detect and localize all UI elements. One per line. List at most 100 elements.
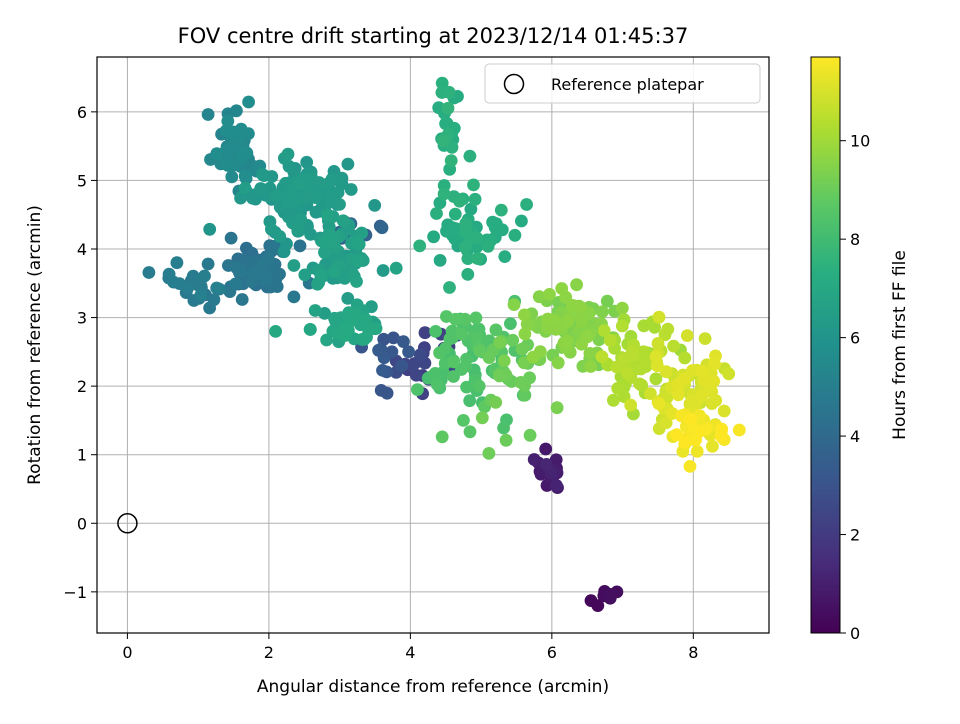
- scatter-point: [368, 199, 382, 212]
- reference-platepar-marker: [117, 513, 138, 534]
- scatter-point: [455, 327, 468, 341]
- scatter-point: [203, 222, 217, 236]
- legend-marker: [503, 73, 525, 95]
- scatter-point: [457, 414, 470, 427]
- scatter-point: [549, 453, 563, 467]
- scatter-point: [198, 269, 211, 283]
- scatter-point: [722, 367, 736, 381]
- scatter-point: [540, 458, 553, 471]
- scatter-point: [539, 442, 553, 456]
- scatter-point: [238, 181, 252, 195]
- colorbar-tick-label: 4: [850, 427, 860, 446]
- y-tick-label: 5: [77, 171, 87, 190]
- scatter-point: [706, 439, 719, 453]
- scatter-point: [389, 261, 403, 275]
- scatter-point: [277, 245, 291, 259]
- colorbar-tick-label: 10: [850, 132, 870, 151]
- scatter-point: [475, 411, 489, 425]
- scatter-point: [308, 304, 322, 317]
- scatter-point: [242, 127, 255, 141]
- scatter-point: [442, 85, 456, 99]
- y-tick-label: 2: [77, 377, 87, 396]
- plot-frame: [96, 56, 770, 634]
- scatter-point: [698, 332, 712, 345]
- scatter-point: [551, 356, 565, 370]
- scatter-point: [201, 108, 215, 121]
- scatter-point: [336, 214, 350, 228]
- y-tick-label: −1: [63, 583, 87, 602]
- scatter-point: [254, 182, 268, 195]
- scatter-point: [315, 268, 328, 282]
- scatter-point: [377, 351, 391, 365]
- scatter-point: [506, 333, 520, 347]
- scatter-point: [649, 350, 663, 363]
- scatter-point: [441, 101, 455, 115]
- scatter-point: [287, 259, 301, 272]
- y-tick-label: 0: [77, 514, 87, 533]
- scatter-point: [514, 376, 528, 389]
- y-tick-label: 3: [77, 309, 87, 328]
- scatter-point: [428, 367, 442, 380]
- scatter-point: [494, 203, 508, 217]
- scatter-point: [459, 240, 472, 254]
- scatter-point: [493, 369, 506, 383]
- scatter-point: [621, 366, 634, 380]
- scatter-point: [527, 453, 541, 466]
- scatter-point: [695, 389, 709, 403]
- scatter-point: [678, 351, 692, 365]
- colorbar-tick-label: 2: [850, 526, 860, 545]
- scatter-point: [142, 266, 156, 279]
- scatter-point: [604, 588, 617, 601]
- x-tick-label: 8: [688, 643, 698, 662]
- scatter-point: [449, 222, 463, 236]
- scatter-point: [504, 317, 517, 330]
- scatter-point: [329, 314, 342, 328]
- scatter-point: [418, 326, 432, 340]
- scatter-point: [489, 396, 503, 409]
- scatter-point: [413, 348, 427, 362]
- scatter-point: [468, 192, 482, 206]
- scatter-point: [507, 298, 521, 311]
- scatter-point: [443, 281, 456, 294]
- scatter-point: [293, 239, 307, 253]
- scatter-point: [690, 445, 704, 458]
- scatter-point: [210, 147, 224, 161]
- scatter-point: [658, 328, 672, 342]
- scatter-point: [499, 433, 513, 447]
- scatter-point: [234, 191, 248, 205]
- scatter-point: [219, 124, 233, 138]
- scatter-point: [714, 429, 728, 443]
- scatter-point: [312, 176, 326, 189]
- scatter-point: [221, 159, 235, 172]
- scatter-point: [406, 359, 419, 372]
- scatter-point: [327, 265, 341, 279]
- scatter-point: [708, 357, 721, 371]
- scatter-point: [448, 207, 462, 221]
- scatter-point: [191, 278, 205, 292]
- scatter-point: [467, 178, 480, 192]
- scatter-point: [659, 416, 673, 430]
- scatter-point: [287, 290, 301, 304]
- scatter-point: [615, 301, 629, 315]
- scatter-point: [311, 189, 324, 203]
- scatter-point: [481, 240, 495, 253]
- scatter-point: [449, 312, 462, 326]
- colorbar-label: Hours from first FF file: [890, 250, 910, 440]
- y-tick-label: 1: [77, 446, 87, 465]
- scatter-point: [210, 281, 224, 295]
- scatter-point: [671, 378, 685, 391]
- scatter-point: [597, 324, 611, 337]
- scatter-point: [397, 335, 410, 348]
- scatter-point: [300, 155, 314, 169]
- scatter-point: [652, 310, 666, 324]
- scatter-point: [292, 177, 306, 190]
- scatter-point: [471, 252, 484, 265]
- scatter-point: [351, 237, 365, 251]
- scatter-point: [298, 191, 312, 205]
- scatter-point: [532, 290, 546, 304]
- scatter-point: [458, 312, 472, 326]
- scatter-point: [230, 104, 243, 118]
- x-tick-label: 6: [547, 643, 557, 662]
- scatter-point: [433, 254, 447, 267]
- scatter-point: [444, 154, 458, 168]
